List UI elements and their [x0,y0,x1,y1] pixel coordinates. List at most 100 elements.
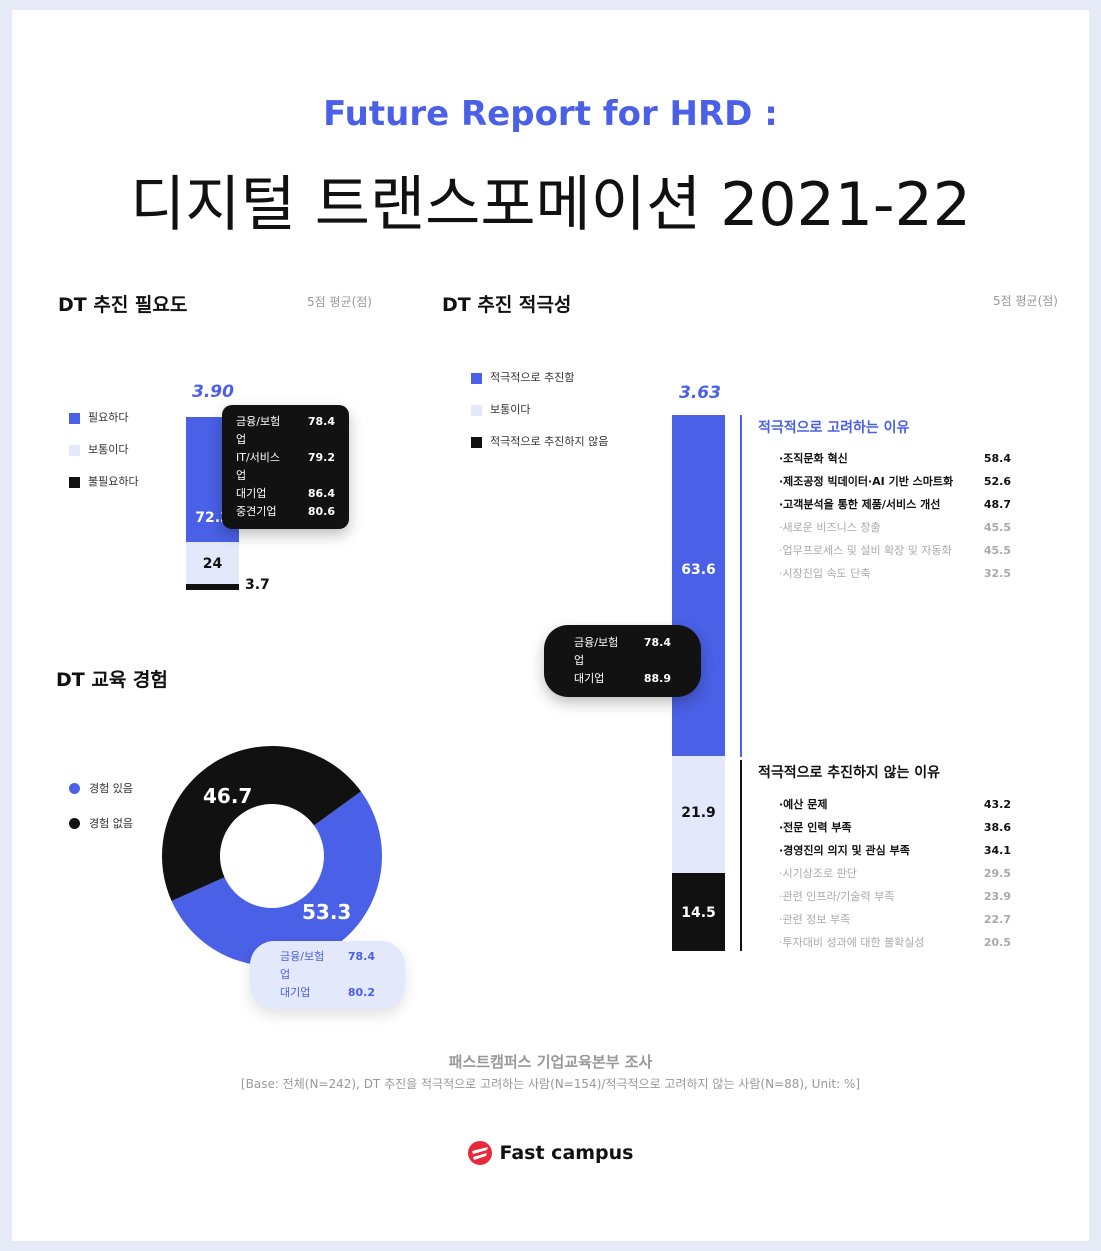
reason-label: ·제조공정 빅데이터·AI 기반 스마트화 [779,475,954,488]
report-supertitle: Future Report for HRD : [323,94,778,134]
legend-label: 필요하다 [88,411,129,424]
tooltip-label: 금융/보험업 [574,636,619,667]
tooltip-value: 88.9 [643,672,671,685]
tooltip-value: 78.4 [347,950,375,963]
bar-segment-not-proactive [672,873,725,951]
education-donut-chart [162,746,382,966]
bar-label-necessary: 72.3 [195,510,230,526]
footer-logo: Fast campus [0,1140,1101,1166]
legend-item: 적극적으로 추진하지 않음 [471,426,608,458]
tooltip-value: 80.6 [307,505,335,518]
fastcampus-logo-icon [468,1141,493,1165]
bar-segment-unnecessary [186,583,239,590]
proactive-title: DT 추진 적극성 [442,294,572,316]
reasons-yes-list: ·조직문화 혁신 58.4 ·제조공정 빅데이터·AI 기반 스마트화 52.6 ·… [779,447,1011,585]
donut-label-not-experienced: 46.7 [203,784,253,808]
reason-value: 58.4 [983,452,1011,465]
legend-dot-icon [69,818,80,829]
bar-segment-proactive [672,415,725,756]
tooltip-value: 78.4 [643,636,671,649]
legend-item: 필요하다 [69,402,139,434]
reason-label: ·시장진입 속도 단축 [779,567,871,580]
reason-value: 43.2 [983,798,1011,811]
bar-label-unnecessary: 3.7 [245,577,270,593]
proactive-unit: 5점 평균(점) [993,294,1058,308]
donut-slice-experienced [171,791,382,966]
report-title: 디지털 트랜스포메이션 2021-22 [130,170,971,240]
legend-label: 불필요하다 [88,475,139,488]
tooltip-label: 금융/보험업 [236,415,281,446]
reason-label: ·투자대비 성과에 대한 불확실성 [779,936,925,949]
tooltip-row: 대기업 88.9 [574,670,671,688]
reason-value: 23.9 [983,890,1011,903]
list-item: ·시장진입 속도 단축 32.5 [779,562,1011,585]
proactive-legend: 적극적으로 추진함 보통이다 적극적으로 추진하지 않음 [471,362,608,458]
necessity-unit: 5점 평균(점) [307,295,372,309]
reason-label: ·경영진의 의지 및 관심 부족 [779,844,910,857]
legend-label: 경험 있음 [89,782,133,795]
tooltip-row: 대기업 80.2 [280,984,375,1002]
tooltip-label: 금융/보험업 [280,950,325,981]
education-legend: 경험 있음 경험 없음 [69,771,133,841]
necessity-average: 3.90 [192,382,234,402]
source-text: 패스트캠퍼스 기업교육본부 조사 [448,1053,653,1071]
tooltip-label: IT/서비스업 [236,451,281,482]
necessity-title: DT 추진 필요도 [58,294,188,316]
list-item: ·예산 문제 43.2 [779,793,1011,816]
legend-item: 경험 있음 [69,771,133,806]
reason-value: 32.5 [983,567,1011,580]
tooltip-row: IT/서비스업 79.2 [236,449,335,485]
reasons-yes-title: 적극적으로 고려하는 이유 [758,420,910,436]
tooltip-row: 금융/보험업 78.4 [280,948,375,984]
reason-value: 34.1 [983,844,1011,857]
bar-label-proactive: 63.6 [681,562,716,578]
reason-label: ·조직문화 혁신 [779,452,848,465]
tooltip-row: 금융/보험업 78.4 [574,634,671,670]
list-item: ·경영진의 의지 및 관심 부족 34.1 [779,839,1011,862]
reasons-yes-divider [740,415,742,757]
tooltip-value: 80.2 [347,986,375,999]
tooltip-value: 86.4 [307,487,335,500]
reason-value: 52.6 [983,475,1011,488]
legend-swatch-icon [471,436,482,448]
legend-item: 적극적으로 추진함 [471,362,608,394]
tooltip-row: 중견기업 80.6 [236,503,335,521]
legend-swatch-icon [471,404,482,416]
reason-value: 22.7 [983,913,1011,926]
list-item: ·관련 인프라/기술력 부족 23.9 [779,885,1011,908]
reason-value: 29.5 [983,867,1011,880]
reason-label: ·고객분석을 통한 제품/서비스 개선 [779,498,941,511]
tooltip-label: 대기업 [574,672,605,685]
bar-segment-neutral [672,755,725,874]
legend-label: 적극적으로 추진함 [490,371,575,384]
reason-label: ·관련 정보 부족 [779,913,851,926]
tooltip-label: 대기업 [280,986,311,999]
legend-label: 경험 없음 [89,817,133,830]
legend-item: 경험 없음 [69,806,133,841]
education-tooltip: 금융/보험업 78.4 대기업 80.2 [250,941,405,1009]
education-title: DT 교육 경험 [56,669,168,691]
reason-label: ·전문 인력 부족 [779,821,852,834]
legend-label: 보통이다 [88,443,129,456]
proactive-tooltip: 금융/보험업 78.4 대기업 88.9 [544,625,701,697]
donut-slice-not-experienced [162,746,361,901]
reasons-no-title: 적극적으로 추진하지 않는 이유 [758,765,941,781]
legend-item: 보통이다 [471,394,608,426]
donut-label-experienced: 53.3 [302,900,352,924]
necessity-legend: 필요하다 보통이다 불필요하다 [69,402,139,498]
list-item: ·고객분석을 통한 제품/서비스 개선 48.7 [779,493,1011,516]
proactive-average: 3.63 [679,383,721,403]
tooltip-label: 대기업 [236,487,267,500]
tooltip-row: 금융/보험업 78.4 [236,413,335,449]
reason-value: 45.5 [983,544,1011,557]
bar-label-neutral: 21.9 [681,805,716,821]
tooltip-row: 대기업 86.4 [236,485,335,503]
tooltip-value: 79.2 [307,451,335,464]
legend-dot-icon [69,783,80,794]
reasons-no-divider [740,760,742,951]
necessity-tooltip: 금융/보험업 78.4 IT/서비스업 79.2 대기업 86.4 중견기업 80.6 [222,405,349,529]
reason-value: 20.5 [983,936,1011,949]
legend-swatch-icon [69,476,80,488]
list-item: ·전문 인력 부족 38.6 [779,816,1011,839]
base-text: [Base: 전체(N=242), DT 추진을 적극적으로 고려하는 사람(N… [240,1077,861,1091]
